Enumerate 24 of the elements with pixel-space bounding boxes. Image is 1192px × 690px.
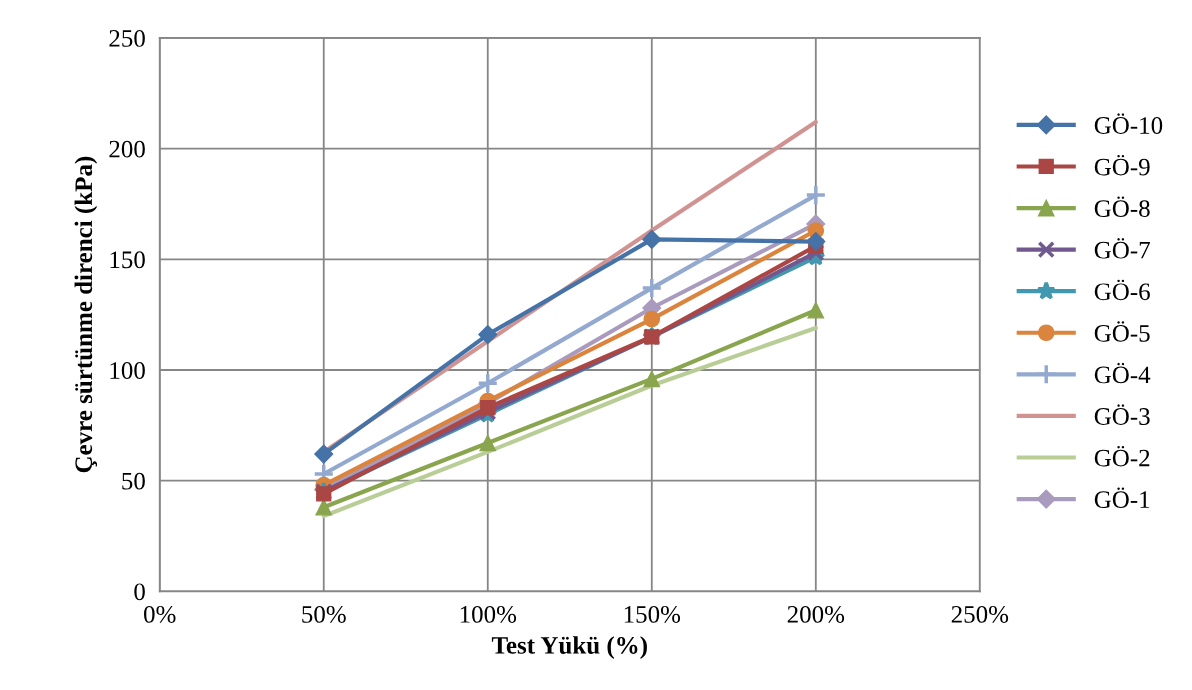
x-tick-label: 200% xyxy=(787,605,845,623)
y-tick-label: 150 xyxy=(110,251,145,269)
legend-label: GÖ-9 xyxy=(1094,154,1150,176)
y-axis-title: Çevre sürtünme direnci (kPa) xyxy=(74,156,98,473)
legend-label: GÖ-6 xyxy=(1094,279,1150,301)
y-tick-label: 50 xyxy=(122,472,145,490)
x-tick-label: 150% xyxy=(624,605,681,623)
x-tick-label: 50% xyxy=(302,605,346,623)
legend-label: GÖ-10 xyxy=(1094,113,1163,134)
x-axis-title: Test Yükü (%) xyxy=(491,636,647,659)
y-tick-label: 0 xyxy=(134,583,145,601)
x-tick-label: 100% xyxy=(460,605,517,623)
y-tick-label: 250 xyxy=(109,30,145,47)
x-tick-label: 0% xyxy=(144,605,176,623)
legend-label: GÖ-5 xyxy=(1094,321,1150,342)
legend-label: GÖ-2 xyxy=(1094,445,1150,467)
legend-label: GÖ-3 xyxy=(1094,404,1150,425)
legend-label: GÖ-1 xyxy=(1094,487,1150,509)
legend-label: GÖ-8 xyxy=(1094,196,1150,218)
legend-label: GÖ-4 xyxy=(1094,362,1151,384)
legend-label: GÖ-7 xyxy=(1094,238,1150,259)
y-tick-label: 100 xyxy=(110,362,145,379)
x-tick-label: 250% xyxy=(951,605,1009,623)
y-tick-label: 200 xyxy=(109,140,145,158)
